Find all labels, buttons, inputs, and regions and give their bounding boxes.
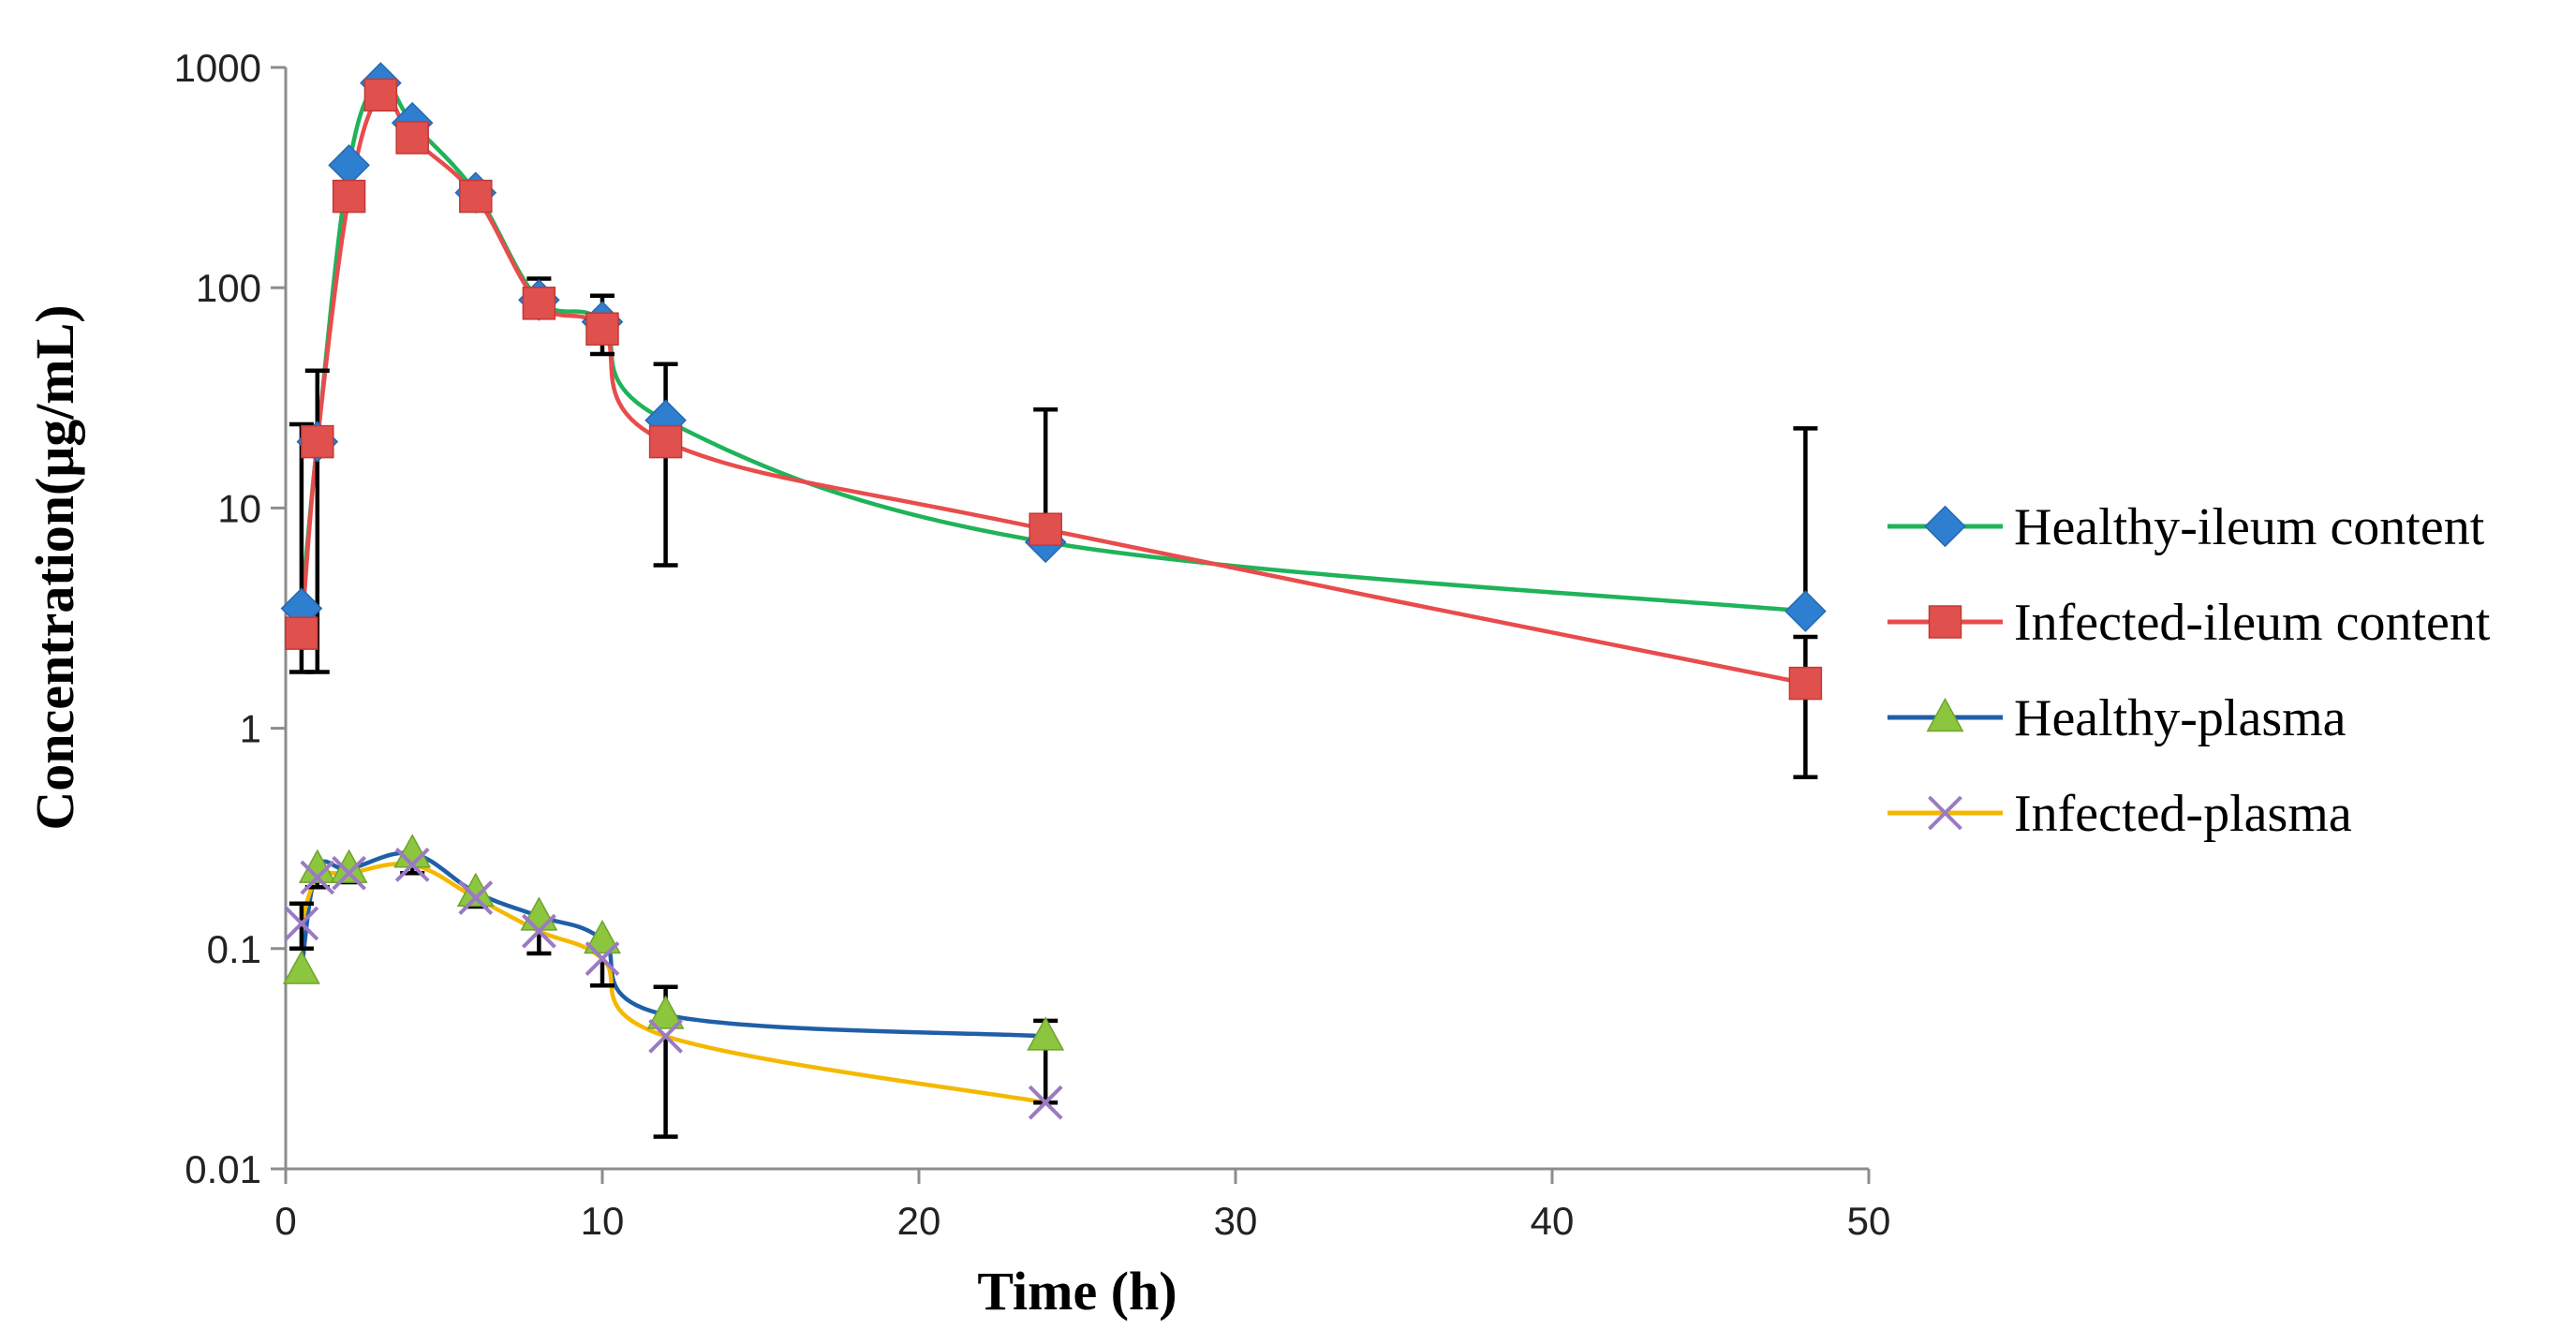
data-point-infected-ileum-content <box>585 312 619 346</box>
data-point-infected-ileum-content <box>1788 666 1823 701</box>
y-tick-label: 10 <box>217 486 261 530</box>
series-line-healthy-plasma <box>299 850 1046 1039</box>
data-point-infected-ileum-content <box>332 179 366 214</box>
data-point-healthy-ileum-content <box>1784 590 1827 632</box>
legend: Healthy-ileum content Infected-ileum cont… <box>1888 498 2491 843</box>
data-point-healthy-plasma <box>282 950 320 984</box>
y-tick-label: 100 <box>196 266 261 310</box>
data-point-infected-ileum-content <box>522 287 556 320</box>
x-tick-label: 10 <box>581 1199 625 1243</box>
y-tick-label: 0.01 <box>185 1147 261 1191</box>
data-point-infected-ileum-content <box>285 616 318 650</box>
data-point-infected-plasma <box>300 860 335 895</box>
data-point-healthy-plasma <box>1027 1016 1065 1051</box>
marker-stroke <box>284 906 319 941</box>
series-lines-layer <box>299 79 1806 1105</box>
data-point-infected-plasma <box>648 1018 684 1054</box>
data-point-infected-ileum-content <box>648 424 683 459</box>
marker-stroke <box>394 847 430 882</box>
markers-layer <box>280 62 1827 1120</box>
y-tick-label: 0.1 <box>207 927 261 971</box>
x-tick-label: 20 <box>897 1199 941 1243</box>
data-point-infected-plasma <box>521 913 556 949</box>
legend-label-healthy-plasma: Healthy-plasma <box>2014 689 2347 747</box>
marker-stroke <box>332 855 367 891</box>
error-bars-layer <box>289 276 1818 1139</box>
legend-marker-infected-plasma <box>1928 795 1962 831</box>
data-point-infected-ileum-content <box>363 78 398 112</box>
data-point-healthy-plasma <box>646 995 685 1029</box>
x-tick-label: 50 <box>1847 1199 1891 1243</box>
legend-label-infected-ileum-content: Infected-ileum content <box>2014 594 2491 652</box>
data-point-healthy-plasma <box>584 919 621 954</box>
x-tick-label: 30 <box>1214 1199 1258 1243</box>
marker-stroke <box>521 913 556 949</box>
data-point-infected-plasma <box>394 847 430 882</box>
series-line-infected-plasma <box>299 862 1046 1105</box>
y-axis-title: Concentration(μg/mL) <box>24 304 85 830</box>
data-point-infected-plasma <box>284 906 319 941</box>
legend-marker-infected-ileum-content <box>1928 605 1962 639</box>
y-tick-label: 1 <box>240 707 261 751</box>
x-tick-label: 0 <box>274 1199 296 1243</box>
marker-stroke <box>585 941 620 976</box>
data-point-infected-plasma <box>1028 1085 1063 1120</box>
legend-marker-healthy-plasma <box>1926 697 1964 732</box>
axes-layer: 0.01 0.1 1 10 100 1000 0 10 20 30 40 50 <box>174 46 1891 1243</box>
marker-stroke <box>1028 1085 1063 1120</box>
legend-label-healthy-ileum-content: Healthy-ileum content <box>2014 498 2485 556</box>
data-point-infected-ileum-content <box>1029 512 1062 546</box>
legend-label-infected-plasma: Infected-plasma <box>2014 785 2352 843</box>
data-point-infected-plasma <box>585 941 620 976</box>
data-point-infected-ileum-content <box>301 424 334 459</box>
data-point-infected-plasma <box>332 855 367 891</box>
marker-stroke <box>1928 795 1962 831</box>
data-point-infected-ileum-content <box>395 121 429 155</box>
data-point-healthy-ileum-content <box>328 144 370 186</box>
marker-stroke <box>648 1018 684 1054</box>
x-tick-label: 40 <box>1531 1199 1575 1243</box>
x-axis-title: Time (h) <box>977 1261 1177 1322</box>
marker-stroke <box>458 880 494 916</box>
y-tick-label: 1000 <box>174 46 261 90</box>
legend-marker-healthy-ileum-content <box>1924 505 1966 548</box>
data-point-infected-ileum-content <box>459 179 493 214</box>
marker-stroke <box>300 860 335 895</box>
data-point-infected-plasma <box>458 880 494 916</box>
